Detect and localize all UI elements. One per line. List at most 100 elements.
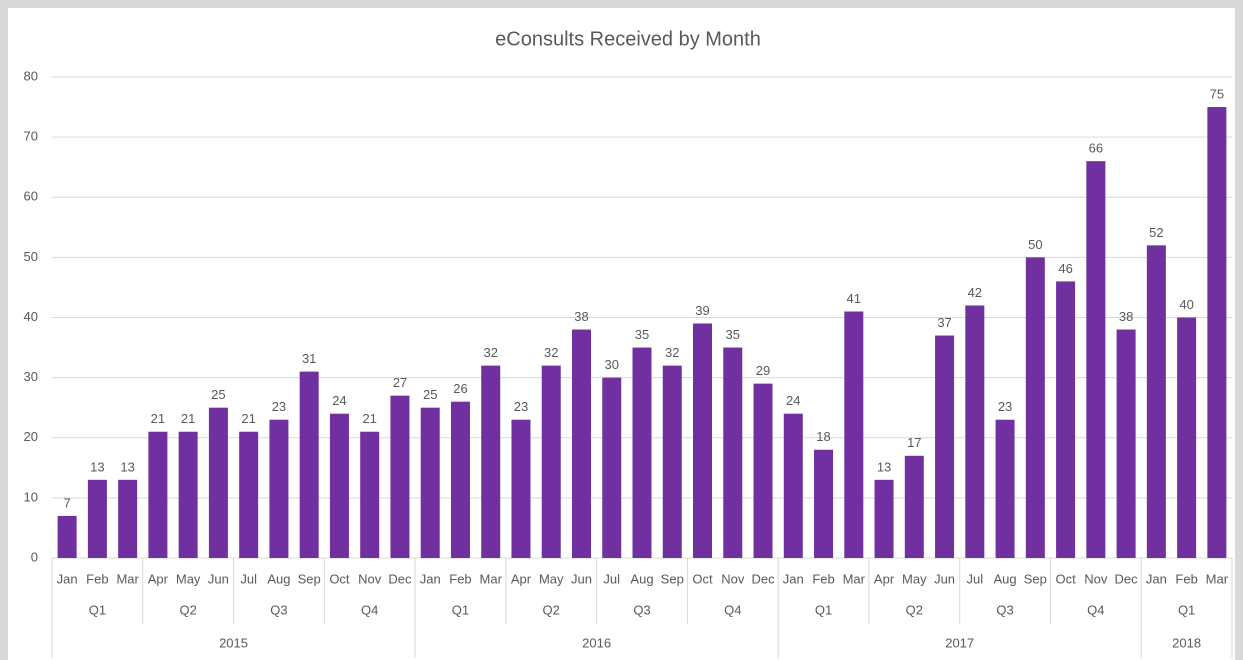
x-tick-label: Oct [329, 571, 350, 586]
bar [360, 431, 380, 558]
data-label: 21 [181, 411, 195, 426]
data-label: 52 [1149, 225, 1163, 240]
bar [1056, 281, 1076, 558]
data-label: 21 [362, 411, 376, 426]
x-tick-label: Jan [1146, 571, 1167, 586]
data-label: 50 [1028, 237, 1042, 252]
x-tick-label: Nov [721, 571, 745, 586]
quarter-label: Q2 [906, 602, 923, 617]
x-tick-label: May [176, 571, 201, 586]
x-tick-label: Feb [812, 571, 834, 586]
data-label: 30 [605, 357, 619, 372]
x-tick-label: Oct [692, 571, 713, 586]
bar [148, 431, 168, 558]
bar [1177, 317, 1197, 558]
bar [390, 395, 410, 558]
data-label: 35 [635, 327, 649, 342]
y-tick-label: 40 [24, 309, 38, 324]
year-label: 2018 [1172, 635, 1201, 650]
bar [208, 407, 228, 558]
quarter-label: Q1 [1178, 602, 1195, 617]
x-tick-label: Sep [1024, 571, 1047, 586]
year-label: 2016 [582, 635, 611, 650]
bar [662, 365, 682, 558]
bar [571, 329, 591, 558]
x-tick-label: Aug [994, 571, 1017, 586]
bar [965, 305, 985, 558]
y-tick-label: 60 [24, 189, 38, 204]
quarter-label: Q1 [815, 602, 832, 617]
x-tick-label: May [902, 571, 927, 586]
bar [481, 365, 501, 558]
data-label: 23 [998, 399, 1012, 414]
quarter-label: Q3 [633, 602, 650, 617]
x-tick-label: Aug [630, 571, 653, 586]
bar [118, 479, 138, 558]
data-label: 21 [241, 411, 255, 426]
quarter-label: Q3 [996, 602, 1013, 617]
x-tick-label: Jul [603, 571, 620, 586]
x-tick-label: Feb [86, 571, 108, 586]
y-tick-label: 70 [24, 129, 38, 144]
x-tick-label: Jun [208, 571, 229, 586]
data-label: 40 [1179, 297, 1193, 312]
x-tick-label: Mar [843, 571, 866, 586]
data-label: 29 [756, 363, 770, 378]
data-label: 25 [211, 387, 225, 402]
data-label: 37 [937, 315, 951, 330]
data-label: 7 [64, 495, 71, 510]
y-tick-label: 20 [24, 429, 38, 444]
x-tick-label: Mar [116, 571, 139, 586]
data-label: 75 [1210, 87, 1224, 102]
bar [511, 419, 531, 558]
bar [541, 365, 561, 558]
data-label: 66 [1089, 141, 1103, 156]
year-label: 2017 [945, 635, 974, 650]
x-tick-label: Mar [1206, 571, 1229, 586]
bar [178, 431, 198, 558]
x-tick-label: Jan [57, 571, 78, 586]
bar [1025, 257, 1045, 558]
bar [723, 347, 743, 558]
x-tick-label: Feb [449, 571, 471, 586]
y-tick-label: 50 [24, 249, 38, 264]
x-tick-label: Apr [874, 571, 895, 586]
data-label: 13 [90, 459, 104, 474]
bar [904, 455, 924, 558]
bar [1086, 161, 1106, 559]
bar [844, 311, 864, 558]
data-label: 32 [544, 345, 558, 360]
y-tick-label: 80 [24, 68, 38, 83]
x-tick-label: Jun [934, 571, 955, 586]
x-tick-label: Jan [783, 571, 804, 586]
quarter-label: Q1 [452, 602, 469, 617]
data-label: 39 [695, 303, 709, 318]
data-label: 38 [1119, 309, 1133, 324]
bar [1207, 107, 1227, 558]
x-tick-label: Sep [661, 571, 684, 586]
x-tick-label: Feb [1175, 571, 1197, 586]
x-tick-label: Sep [298, 571, 321, 586]
x-tick-label: May [539, 571, 564, 586]
data-label: 31 [302, 351, 316, 366]
bar [783, 413, 803, 558]
bar [814, 449, 834, 558]
data-label: 35 [726, 327, 740, 342]
bar [1116, 329, 1136, 558]
data-label: 17 [907, 435, 921, 450]
quarter-label: Q2 [543, 602, 560, 617]
data-label: 23 [272, 399, 286, 414]
x-tick-label: Jul [967, 571, 984, 586]
x-tick-label: Apr [511, 571, 532, 586]
bar [57, 515, 77, 558]
bar [239, 431, 259, 558]
x-tick-label: Dec [388, 571, 412, 586]
data-label: 26 [453, 381, 467, 396]
data-label: 13 [120, 459, 134, 474]
bar [420, 407, 440, 558]
bar [450, 401, 470, 558]
bar [329, 413, 349, 558]
y-tick-label: 30 [24, 369, 38, 384]
